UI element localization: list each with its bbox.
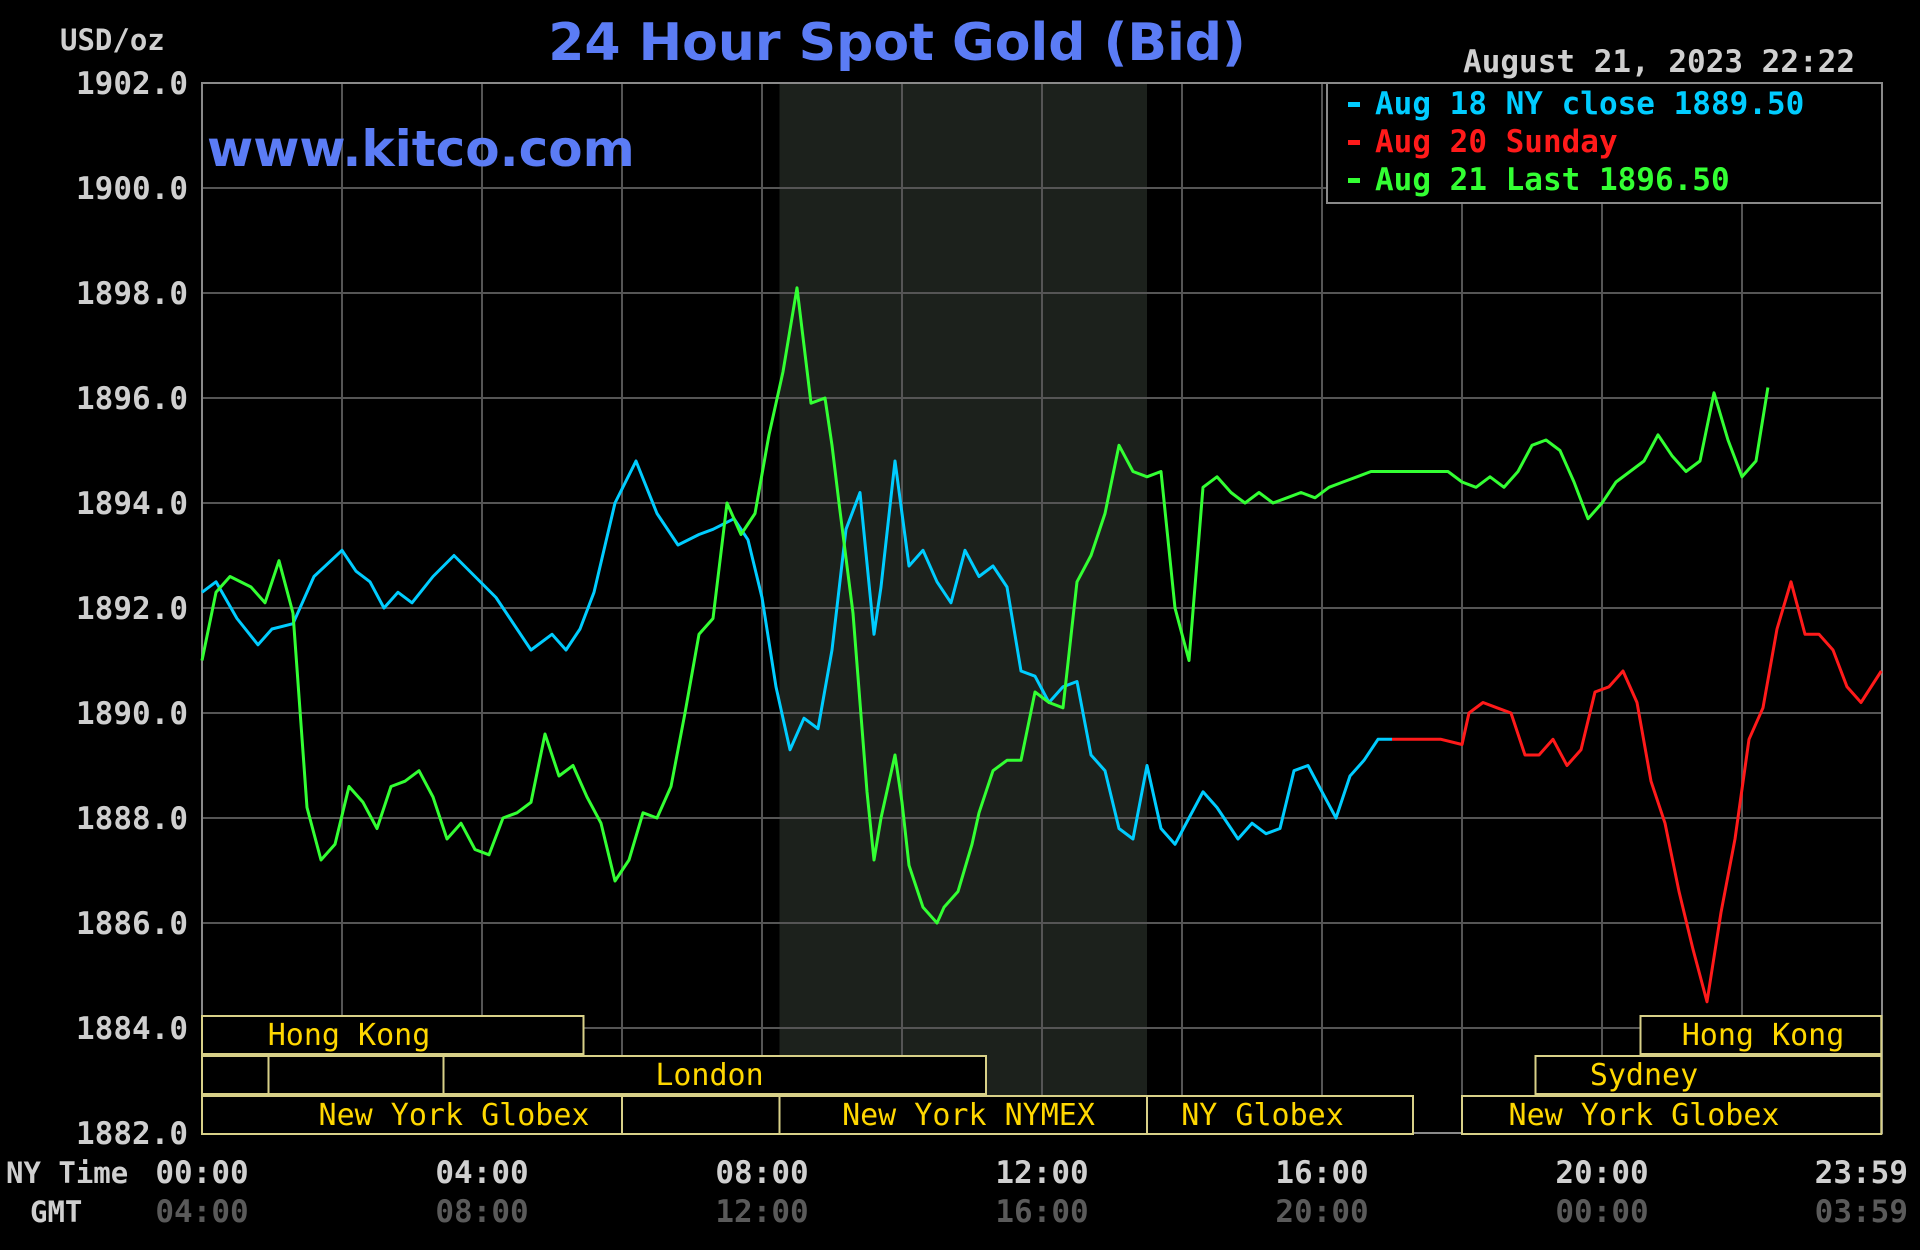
session-box — [621, 1095, 781, 1135]
ny-time-label: NY Time — [6, 1156, 128, 1190]
x-tick-label-ny: 23:59 — [1815, 1155, 1908, 1191]
session-label: Sydney — [1590, 1058, 1698, 1093]
y-tick-label: 1882.0 — [76, 1116, 188, 1152]
session-label: Hong Kong — [268, 1018, 431, 1053]
x-tick-label-ny: 00:00 — [155, 1155, 248, 1191]
y-tick-label: 1888.0 — [76, 801, 188, 837]
session-label: NY Globex — [1181, 1098, 1344, 1133]
x-tick-label-gmt: 16:00 — [995, 1194, 1088, 1230]
legend-entry: Aug 18 NY close 1889.50 — [1375, 86, 1804, 122]
session-label: New York Globex — [1509, 1098, 1780, 1133]
legend-swatch — [1348, 178, 1360, 183]
x-tick-label-gmt: 03:59 — [1815, 1194, 1908, 1230]
session-box — [267, 1055, 445, 1095]
x-axis-ticks: 00:00 04:00 08:00 12:00 16:00 20:00 23:5904:00… — [155, 1155, 1908, 1230]
series-lines — [200, 286, 1883, 1004]
session-box — [1639, 1015, 1883, 1055]
legend-entry: Aug 20 Sunday — [1375, 124, 1618, 160]
x-tick-label-ny: 04:00 — [435, 1155, 528, 1191]
session-box — [778, 1095, 1148, 1135]
session-box — [1461, 1095, 1883, 1135]
session-box — [201, 1095, 623, 1135]
legend-entry: Aug 21 Last 1896.50 — [1375, 162, 1730, 198]
x-tick-label-gmt: 00:00 — [1555, 1194, 1648, 1230]
kitco-watermark: www.kitco.com — [207, 120, 635, 178]
legend-swatch — [1348, 102, 1360, 107]
x-tick-label-gmt: 08:00 — [435, 1194, 528, 1230]
y-tick-label: 1898.0 — [76, 276, 188, 312]
y-tick-label: 1884.0 — [76, 1011, 188, 1047]
unit-label: USD/oz — [60, 23, 165, 57]
y-tick-label: 1892.0 — [76, 591, 188, 627]
session-label: London — [655, 1058, 763, 1093]
y-tick-label: 1890.0 — [76, 696, 188, 732]
x-tick-label-ny: 20:00 — [1555, 1155, 1648, 1191]
series-line — [1392, 580, 1883, 1004]
session-label: Hong Kong — [1682, 1018, 1845, 1053]
series-line — [200, 286, 1770, 925]
x-tick-label-gmt: 20:00 — [1275, 1194, 1368, 1230]
legend-swatch — [1348, 140, 1360, 145]
session-box — [201, 1055, 270, 1095]
session-box — [1146, 1095, 1414, 1135]
session-label: New York NYMEX — [842, 1098, 1095, 1133]
y-tick-label: 1894.0 — [76, 486, 188, 522]
x-tick-label-ny: 08:00 — [715, 1155, 808, 1191]
x-tick-label-ny: 16:00 — [1275, 1155, 1368, 1191]
session-box — [201, 1015, 585, 1055]
y-tick-label: 1886.0 — [76, 906, 188, 942]
x-tick-label-gmt: 04:00 — [155, 1194, 248, 1230]
y-tick-label: 1896.0 — [76, 381, 188, 417]
y-axis-ticks: 1882.0 1884.0 1886.0 1888.0 1890.0 1892.0 1894… — [76, 66, 188, 1152]
y-tick-label: 1900.0 — [76, 171, 188, 207]
y-tick-label: 1902.0 — [76, 66, 188, 102]
x-tick-label-ny: 12:00 — [995, 1155, 1088, 1191]
legend-box — [1326, 82, 1883, 204]
gmt-label: GMT — [30, 1195, 82, 1229]
series-line — [201, 459, 1392, 846]
timestamp: August 21, 2023 22:22 — [1463, 44, 1855, 80]
session-label: New York Globex — [319, 1098, 590, 1133]
x-tick-label-gmt: 12:00 — [715, 1194, 808, 1230]
market-sessions: Hong Kong Hong Kong London Sydney New York G… — [201, 1015, 1883, 1135]
chart-title: 24 Hour Spot Gold (Bid) — [548, 13, 1246, 73]
session-box — [442, 1055, 987, 1095]
session-box — [1534, 1055, 1883, 1095]
